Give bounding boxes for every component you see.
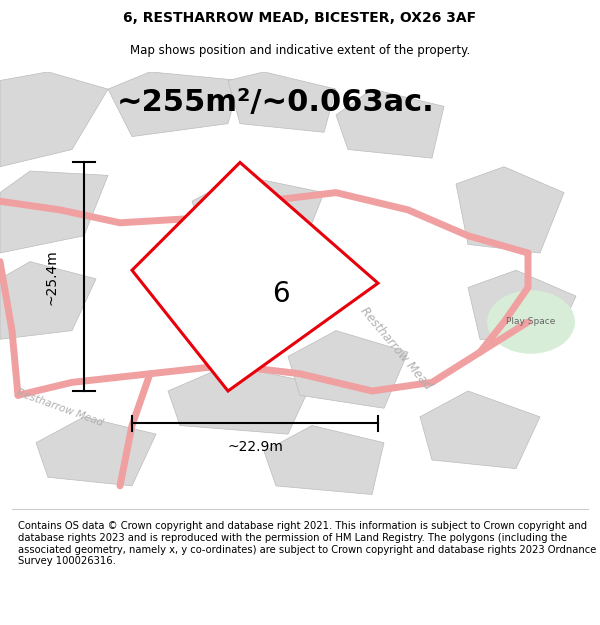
Polygon shape — [228, 72, 336, 132]
Circle shape — [488, 291, 574, 353]
Text: Contains OS data © Crown copyright and database right 2021. This information is : Contains OS data © Crown copyright and d… — [18, 521, 596, 566]
Polygon shape — [420, 391, 540, 469]
Text: Map shows position and indicative extent of the property.: Map shows position and indicative extent… — [130, 44, 470, 57]
Polygon shape — [0, 72, 108, 167]
Polygon shape — [36, 417, 156, 486]
Polygon shape — [168, 365, 312, 434]
Text: ~25.4m: ~25.4m — [44, 249, 58, 304]
Text: Restharrow Mead: Restharrow Mead — [16, 388, 104, 429]
Polygon shape — [0, 171, 108, 253]
Text: ~22.9m: ~22.9m — [227, 440, 283, 454]
Text: 6: 6 — [272, 280, 289, 308]
Text: 6, RESTHARROW MEAD, BICESTER, OX26 3AF: 6, RESTHARROW MEAD, BICESTER, OX26 3AF — [124, 11, 476, 25]
Polygon shape — [0, 262, 96, 339]
Polygon shape — [264, 426, 384, 494]
Polygon shape — [468, 270, 576, 348]
Polygon shape — [108, 72, 240, 136]
Text: Restharrow Mead: Restharrow Mead — [358, 304, 434, 392]
Text: ~255m²/~0.063ac.: ~255m²/~0.063ac. — [117, 88, 435, 116]
Polygon shape — [456, 167, 564, 253]
Polygon shape — [336, 89, 444, 158]
Polygon shape — [288, 331, 408, 408]
Text: Play Space: Play Space — [506, 318, 556, 326]
Polygon shape — [192, 176, 324, 253]
Polygon shape — [132, 162, 378, 391]
